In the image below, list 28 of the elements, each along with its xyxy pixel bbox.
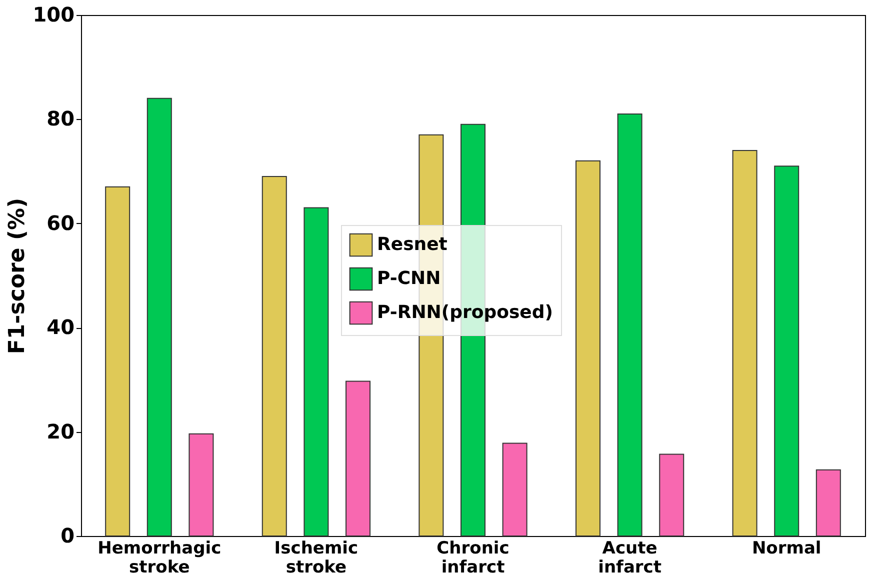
bar (732, 150, 758, 536)
x-tick-label: Chronic infarct (436, 538, 510, 578)
bar (659, 454, 684, 536)
bar (575, 160, 600, 536)
x-tick-label: Normal (752, 538, 822, 558)
y-tick-label: 100 (32, 2, 74, 26)
x-tick-label: Ischemic stroke (274, 538, 358, 578)
y-tick-label: 60 (46, 210, 74, 235)
legend-label: P-CNN (377, 268, 441, 289)
y-axis-title: F1-score (%) (4, 198, 30, 354)
bar (346, 380, 371, 536)
legend-label: Resnet (377, 234, 448, 255)
x-tick-label: Hemorrhagic stroke (98, 538, 222, 578)
y-tick-label: 0 (60, 524, 74, 548)
bar (502, 442, 528, 536)
bar (262, 176, 287, 536)
bar (774, 166, 800, 536)
y-tick-label: 80 (46, 106, 74, 131)
bar (188, 433, 214, 536)
bar (617, 113, 642, 536)
y-tick-label: 20 (46, 419, 74, 444)
bar (816, 469, 841, 536)
bar (105, 186, 130, 536)
y-tick-label: 40 (46, 315, 74, 340)
bar (304, 207, 329, 536)
x-tick-label: Acute infarct (598, 538, 662, 578)
bar (146, 98, 172, 536)
legend-label: P-RNN(proposed) (377, 302, 553, 323)
